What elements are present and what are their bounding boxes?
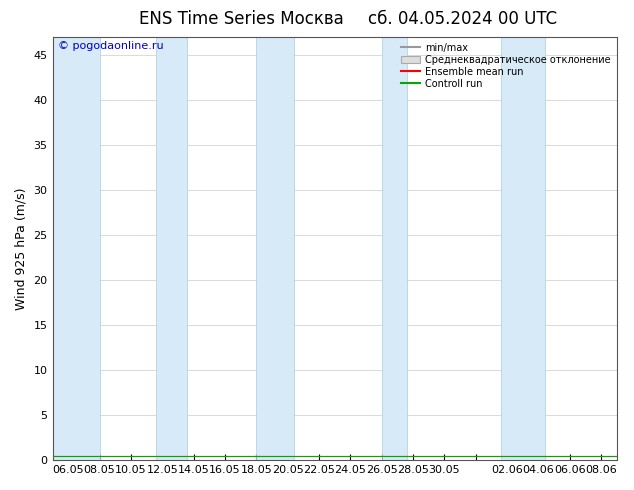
Text: ENS Time Series Москва: ENS Time Series Москва (139, 10, 343, 28)
Bar (256, 37, 294, 460)
Y-axis label: Wind 925 hPa (m/s): Wind 925 hPa (m/s) (15, 187, 28, 310)
Text: © pogodaonline.ru: © pogodaonline.ru (58, 41, 164, 51)
Bar (382, 37, 407, 460)
Bar (49, 37, 100, 460)
Text: сб. 04.05.2024 00 UTC: сб. 04.05.2024 00 UTC (368, 10, 557, 28)
Bar (156, 37, 187, 460)
Bar (501, 37, 545, 460)
Legend: min/max, Среднеквадратическое отклонение, Ensemble mean run, Controll run: min/max, Среднеквадратическое отклонение… (397, 39, 615, 93)
